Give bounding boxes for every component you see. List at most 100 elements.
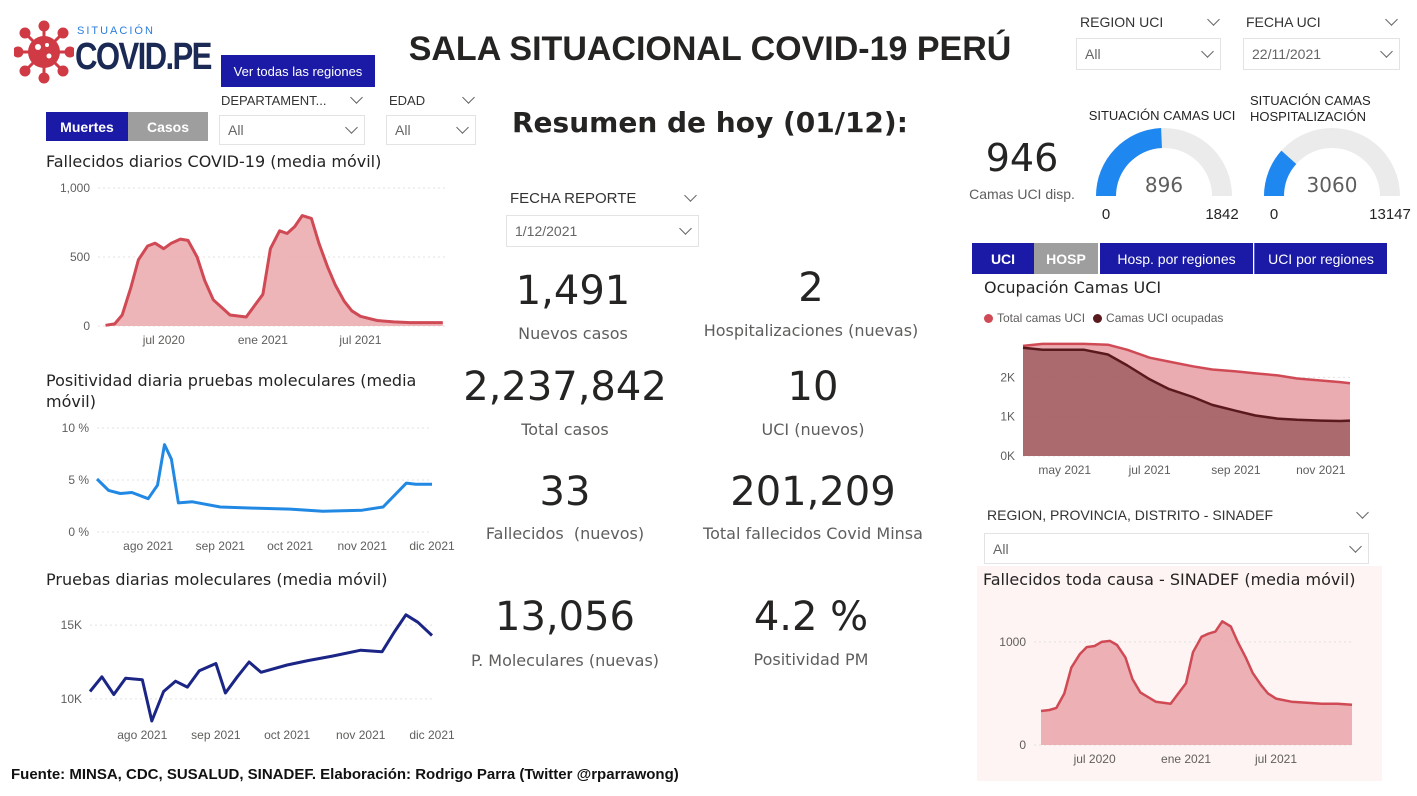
- series-area: [105, 215, 443, 326]
- x-tick-label: jul 2021: [1254, 752, 1297, 766]
- fecha-reporte-label: FECHA REPORTE: [510, 189, 637, 207]
- uci-gauge[interactable]: 896 0 1842: [1084, 124, 1244, 224]
- legend-label-occupied: Camas UCI ocupadas: [1106, 311, 1224, 325]
- edad-dropdown[interactable]: All: [386, 115, 476, 145]
- uci-occupancy-chart[interactable]: 2K 1K 0K may 2021 jul 2021 sep 2021 nov 2021: [975, 330, 1375, 480]
- fecha-reporte-value: 1/12/2021: [515, 223, 578, 239]
- x-tick-label: dic 2021: [409, 539, 455, 553]
- deaths-chart[interactable]: 1,000 500 0 jul 2020 ene 2021 jul 2021: [40, 172, 460, 352]
- hosp-gauge-title: SITUACIÓN CAMAS HOSPITALIZACIÓN: [1250, 93, 1371, 124]
- y-tick-label: 0K: [1000, 449, 1015, 463]
- summary-title: Resumen de hoy (01/12):: [512, 106, 908, 139]
- chevron-down-icon: [462, 91, 475, 104]
- x-tick-label: sep 2021: [191, 728, 241, 742]
- series-line: [1022, 342, 1351, 385]
- x-tick-label: sep 2021: [196, 539, 246, 553]
- series-line: [88, 613, 434, 723]
- series-line: [1040, 620, 1353, 713]
- fecha-uci-slicer-label[interactable]: FECHA UCI: [1246, 12, 1398, 32]
- chevron-down-icon: [1349, 539, 1362, 553]
- departamento-dropdown[interactable]: All: [219, 115, 365, 145]
- fecha-uci-dropdown[interactable]: 22/11/2021: [1243, 38, 1400, 70]
- kpi-value-total-fallecidos: 201,209: [730, 469, 896, 515]
- kpi-value-total-casos: 2,237,842: [463, 364, 667, 410]
- y-tick-label: 0: [1019, 738, 1026, 752]
- x-tick-label: jul 2020: [1073, 752, 1116, 766]
- kpi-label-pruebas-moleculares: P. Moleculares (nuevas): [470, 651, 660, 670]
- kpi-label-uci-nuevos: UCI (nuevos): [761, 420, 865, 439]
- sinadef-slicer-label[interactable]: REGION, PROVINCIA, DISTRITO - SINADEF: [987, 505, 1369, 525]
- sinadef-dropdown[interactable]: All: [984, 533, 1369, 564]
- hosp-toggle[interactable]: HOSP: [1034, 243, 1098, 274]
- legend-dot-occupied: [1093, 313, 1103, 323]
- edad-value: All: [395, 122, 411, 138]
- y-tick-label: 1000: [999, 635, 1026, 649]
- y-tick-label: 500: [70, 250, 90, 264]
- kpi-value-uci-nuevos: 10: [787, 364, 839, 410]
- series-area: [1023, 343, 1350, 456]
- tests-chart[interactable]: 15K 10K ago 2021 sep 2021 oct 2021 nov 2021 di…: [40, 595, 460, 750]
- gauge-fill: [1096, 128, 1162, 196]
- y-tick-label: 0 %: [68, 525, 89, 539]
- y-tick-label: 10K: [61, 692, 82, 706]
- edad-slicer-label[interactable]: EDAD: [389, 91, 475, 109]
- departamento-slicer-label[interactable]: DEPARTAMENT...: [221, 91, 363, 109]
- uci-available-value: 946: [985, 136, 1059, 180]
- chevron-down-icon: [1385, 13, 1398, 26]
- x-tick-label: ago 2021: [117, 728, 167, 742]
- legend-dot-total: [984, 313, 993, 323]
- chevron-down-icon: [1356, 506, 1369, 519]
- region-uci-slicer-label[interactable]: REGION UCI: [1080, 12, 1220, 32]
- region-uci-dropdown[interactable]: All: [1076, 38, 1221, 70]
- x-tick-label: nov 2021: [1296, 463, 1346, 477]
- kpi-label-positividad: Positividad PM: [753, 650, 869, 669]
- all-regions-button[interactable]: Ver todas las regiones: [221, 55, 375, 87]
- fecha-uci-value: 22/11/2021: [1252, 46, 1322, 62]
- uci-toggle[interactable]: UCI: [972, 243, 1034, 274]
- hosp-por-regiones-button[interactable]: Hosp. por regiones: [1100, 243, 1253, 274]
- gauge-max-label: 13147: [1369, 206, 1411, 223]
- x-tick-label: jul 2020: [142, 333, 185, 347]
- chevron-down-icon: [1207, 13, 1220, 26]
- logo-title: COVID.PE: [75, 36, 212, 78]
- virus-icon: [14, 20, 74, 84]
- kpi-value-pruebas-moleculares: 13,056: [495, 594, 635, 640]
- series-area: [1023, 347, 1350, 456]
- sinadef-dropdown-value: All: [993, 540, 1009, 557]
- y-tick-label: 5 %: [68, 473, 89, 487]
- chevron-down-icon: [456, 121, 469, 134]
- x-tick-label: nov 2021: [338, 539, 388, 553]
- casos-toggle[interactable]: Casos: [128, 112, 208, 141]
- uci-available-label: Camas UCI disp.: [969, 186, 1075, 202]
- kpi-value-fallecidos-nuevos: 33: [539, 469, 591, 515]
- sinadef-chart[interactable]: 1000 0 jul 2020 ene 2021 jul 2021: [977, 595, 1382, 775]
- x-tick-label: nov 2021: [336, 728, 386, 742]
- y-tick-label: 0: [83, 319, 90, 333]
- hosp-gauge[interactable]: 3060 0 13147: [1252, 124, 1412, 224]
- chevron-down-icon: [345, 121, 358, 134]
- x-tick-label: jul 2021: [1128, 463, 1171, 477]
- y-tick-label: 2K: [1000, 370, 1015, 384]
- kpi-value-nuevos-casos: 1,491: [515, 268, 631, 314]
- x-tick-label: ene 2021: [1161, 752, 1211, 766]
- y-tick-label: 10 %: [62, 421, 90, 435]
- region-uci-label: REGION UCI: [1080, 14, 1164, 30]
- logo-subtitle: SITUACIÓN: [77, 25, 155, 37]
- deaths-chart-title: Fallecidos diarios COVID-19 (media móvil…: [46, 152, 382, 171]
- uci-por-regiones-button[interactable]: UCI por regiones: [1254, 243, 1387, 274]
- edad-label: EDAD: [389, 92, 426, 108]
- gauge-fill: [1264, 150, 1297, 196]
- x-tick-label: oct 2021: [264, 728, 310, 742]
- positivity-chart[interactable]: 10 % 5 % 0 % ago 2021 sep 2021 oct 2021 nov 20…: [40, 412, 460, 557]
- tests-chart-title: Pruebas diarias moleculares (media móvil…: [46, 570, 388, 589]
- y-tick-label: 15K: [61, 618, 82, 632]
- uci-occupancy-legend: Total camas UCI Camas UCI ocupadas: [984, 311, 1223, 325]
- fecha-reporte-dropdown[interactable]: 1/12/2021: [506, 215, 699, 247]
- gauge-min-label: 0: [1102, 206, 1110, 223]
- fecha-reporte-slicer-label[interactable]: FECHA REPORTE: [510, 188, 697, 208]
- kpi-value-positividad: 4.2 %: [753, 594, 869, 640]
- x-tick-label: dic 2021: [409, 728, 455, 742]
- kpi-label-total-fallecidos: Total fallecidos Covid Minsa: [703, 524, 923, 543]
- muertes-toggle[interactable]: Muertes: [46, 112, 128, 141]
- chevron-down-icon: [350, 91, 363, 104]
